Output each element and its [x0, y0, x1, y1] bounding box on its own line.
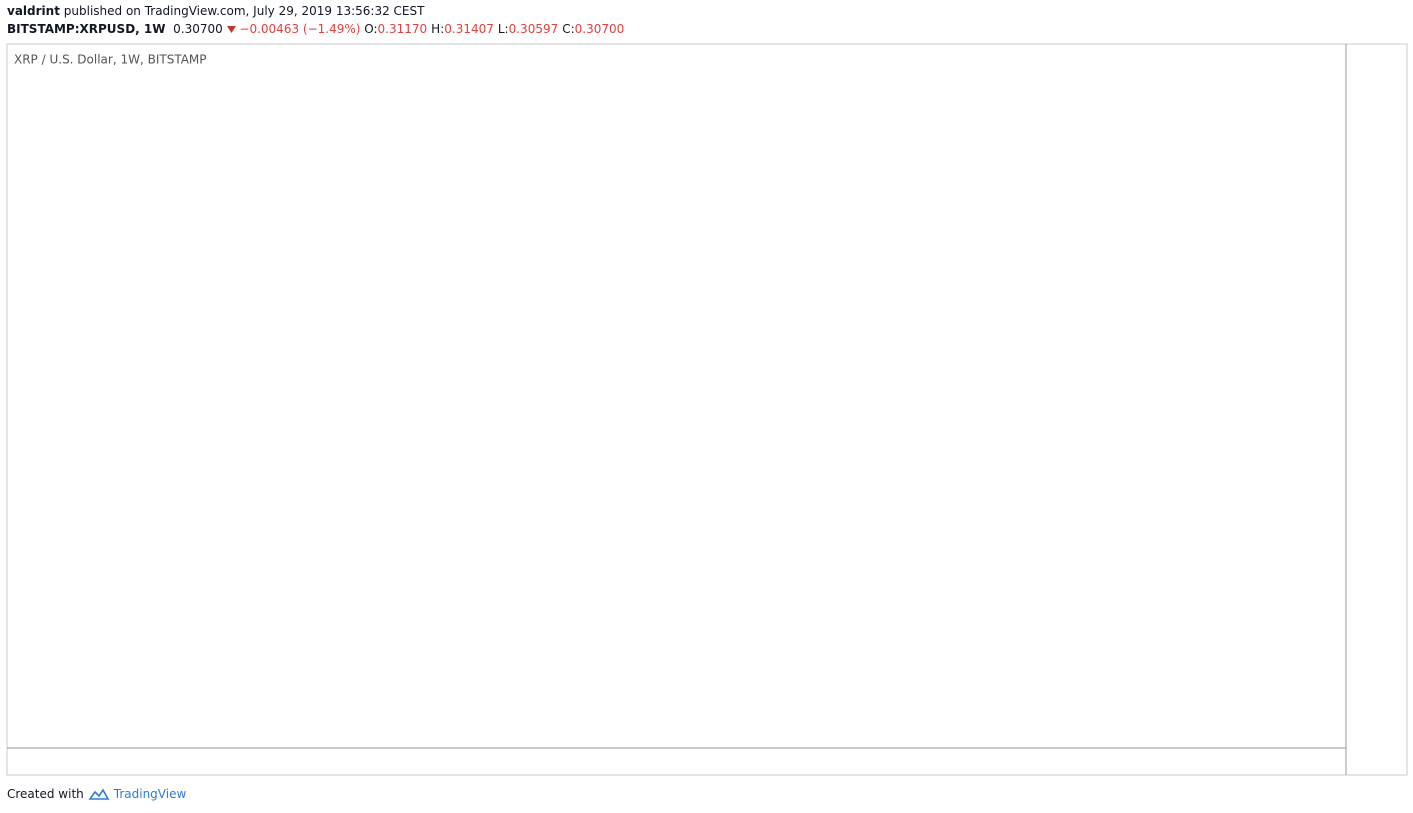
published: published on TradingView.com, July 29, 2…	[63, 4, 425, 18]
ohlc-value: 0.30597	[508, 22, 559, 36]
ohlc-label: L:	[497, 22, 509, 36]
brand: TradingView	[113, 787, 187, 801]
ohlc-label: C:	[562, 22, 575, 36]
ohlc-label: H:	[431, 22, 445, 36]
ohlc-value: 0.31407	[444, 22, 494, 36]
footer: Created with TradingView	[7, 787, 186, 801]
ohlc-value: 0.30700	[574, 22, 625, 36]
down-icon	[226, 26, 236, 33]
last: 0.30700	[173, 22, 223, 36]
chart-title: XRP / U.S. Dollar, 1W, BITSTAMP	[14, 53, 207, 67]
footer-text: Created with	[7, 787, 84, 801]
ohlc-label: O:	[364, 22, 378, 36]
publish-line: valdrint published on TradingView.com, J…	[7, 4, 424, 18]
symbol-line: BITSTAMP:XRPUSD, 1W 0.30700 −0.00463 (−1…	[7, 22, 628, 36]
ohlc-value: 0.31170	[377, 22, 428, 36]
symbol: BITSTAMP:XRPUSD, 1W	[7, 22, 166, 36]
logo	[88, 788, 110, 800]
author: valdrint	[7, 4, 60, 18]
frame	[6, 43, 1408, 776]
ohlc: O:0.31170 H:0.31407 L:0.30597 C:0.30700	[364, 22, 628, 36]
change: −0.00463 (−1.49%)	[239, 22, 361, 36]
